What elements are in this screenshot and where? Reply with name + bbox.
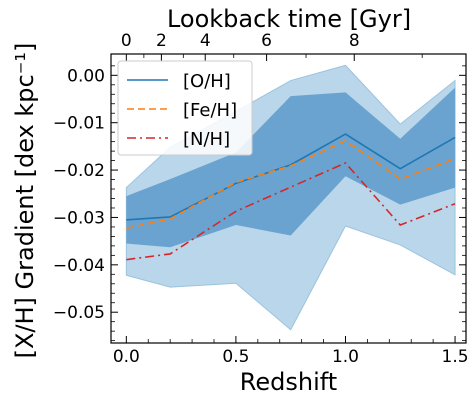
legend-label-1: [Fe/H] — [183, 100, 237, 121]
top-tick-label: 8 — [349, 31, 360, 51]
y-tick-label: −0.01 — [53, 114, 105, 134]
y-tick-label: 0.00 — [67, 66, 105, 86]
x-axis-title: Redshift — [240, 368, 337, 396]
y-tick-label: −0.03 — [53, 208, 105, 228]
y-tick-label: −0.05 — [53, 303, 105, 323]
top-axis-title: Lookback time [Gyr] — [167, 5, 411, 33]
y-tick-label: −0.04 — [53, 256, 105, 276]
series-line-0 — [126, 133, 456, 221]
series-line-1 — [126, 139, 456, 230]
legend-items: [O/H] [Fe/H] [N/H] — [127, 71, 237, 150]
series-line-2 — [126, 161, 456, 261]
band-inner — [126, 87, 456, 248]
top-tick-label: 6 — [261, 31, 272, 51]
legend: [O/H] [Fe/H] [N/H] — [117, 60, 253, 156]
x-tick-label: 1.0 — [332, 347, 359, 367]
x-tick-label: 1.5 — [442, 347, 469, 367]
legend-box — [117, 60, 253, 156]
x-tick-label: 0.0 — [113, 347, 140, 367]
ticks-layer: 0.0 0.5 1.0 1.5 −0.05 −0.04 −0.03 −0.02 −0.01 0.0… — [53, 31, 469, 367]
top-tick-label: 2 — [156, 31, 167, 51]
y-tick-label: −0.02 — [53, 161, 105, 181]
top-tick-label: 0 — [121, 31, 132, 51]
y-axis-title: [X/H] Gradient [dex kpc⁻¹] — [11, 43, 39, 359]
x-tick-label: 0.5 — [222, 347, 249, 367]
lines-layer — [126, 133, 456, 261]
legend-label-2: [N/H] — [183, 129, 230, 150]
top-tick-label: 4 — [200, 31, 211, 51]
legend-label-0: [O/H] — [183, 71, 231, 92]
